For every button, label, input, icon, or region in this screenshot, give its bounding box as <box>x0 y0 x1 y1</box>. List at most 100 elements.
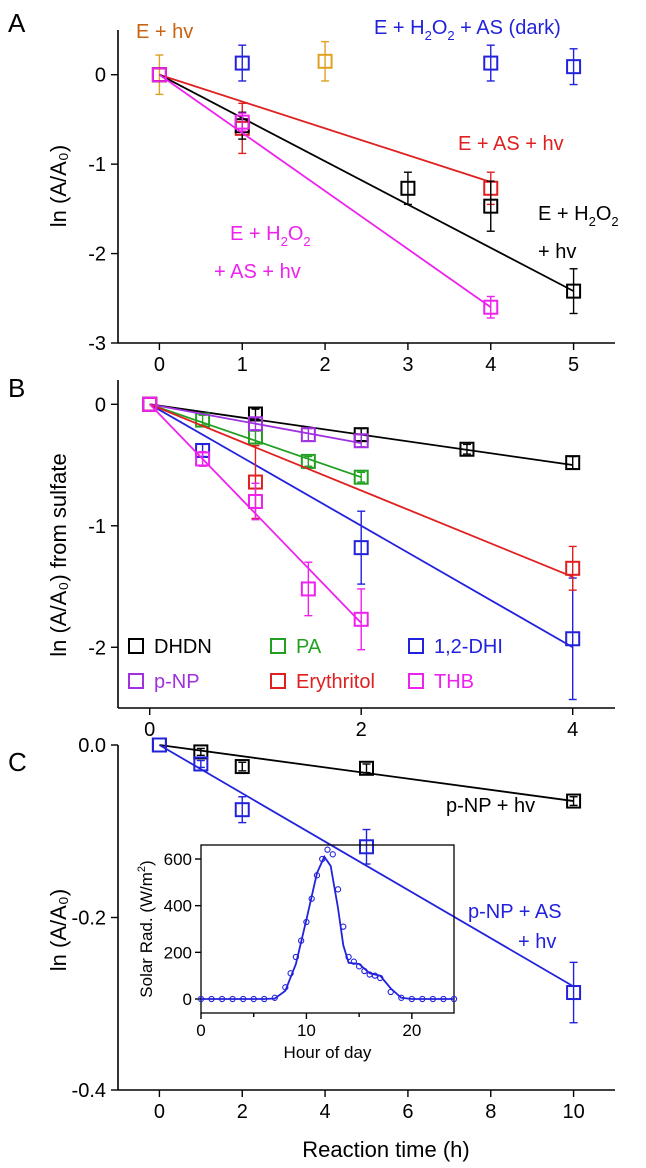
y-tick-label: -1 <box>88 516 106 538</box>
legend-item-thb: THB <box>408 671 474 693</box>
legend-label: 1,2-DHI <box>434 636 503 658</box>
inset-data-point <box>350 958 358 965</box>
data-point-marker <box>565 631 581 647</box>
inset-x-axis-label: Hour of day <box>284 1043 372 1062</box>
y-axis-label: ln (A/A₀) <box>46 889 71 971</box>
inset-data-point <box>334 886 342 893</box>
y-axis-label: ln (A/A₀) <box>46 145 71 227</box>
y-tick-label: 0 <box>95 65 106 87</box>
legend-marker <box>408 673 424 689</box>
inset-data-point <box>308 895 315 902</box>
data-point-marker <box>300 427 316 443</box>
data-point-marker <box>234 55 250 71</box>
data-point-marker <box>565 455 581 471</box>
legend-label: Erythritol <box>296 671 375 693</box>
inset-data-point <box>250 995 257 1003</box>
fit-line <box>158 73 575 292</box>
inset-data-point <box>324 846 331 853</box>
data-point-marker <box>353 469 369 485</box>
series-e-h-o-as-dark- <box>234 44 582 86</box>
y-tick-label: -3 <box>88 333 106 355</box>
panel-letter: C <box>8 747 27 777</box>
text-fragment: O <box>596 203 612 225</box>
x-tick-label: 2 <box>320 354 331 376</box>
text-fragment: O <box>288 223 304 245</box>
inset-data-point <box>371 972 379 979</box>
inset-data-point <box>398 994 405 1001</box>
legend-item-1-2-dhi: 1,2-DHI <box>408 636 503 658</box>
x-axis-label: Reaction time (h) <box>302 1137 470 1162</box>
panel-letter: A <box>8 8 26 38</box>
x-tick-label: 6 <box>402 1101 413 1123</box>
annotation-label: + hv <box>518 931 556 953</box>
text-fragment: 2 <box>589 214 596 229</box>
inset-y-tick-label: 200 <box>164 943 192 962</box>
data-point-marker <box>353 433 369 449</box>
inset-data-point <box>361 967 368 975</box>
x-tick-label: 0 <box>144 719 155 741</box>
text-fragment: Solar Rad. (W/m <box>137 872 156 998</box>
text-fragment: 2 <box>303 234 310 249</box>
text-fragment: 2 <box>136 866 148 872</box>
legend-label: PA <box>296 636 322 658</box>
x-tick-label: 4 <box>485 354 496 376</box>
data-point-marker <box>193 756 209 772</box>
annotation-label: E + H2O2 <box>538 203 619 229</box>
y-tick-label: -1 <box>88 154 106 176</box>
x-tick-label: 1 <box>237 354 248 376</box>
text-fragment: + AS (dark) <box>455 17 561 39</box>
data-point-marker <box>234 759 250 775</box>
text-fragment: E + H <box>230 223 281 245</box>
text-fragment: E + hv <box>136 21 193 43</box>
x-tick-label: 8 <box>485 1101 496 1123</box>
x-tick-label: 2 <box>356 719 367 741</box>
inset-y-axis-label: Solar Rad. (W/m2) <box>136 860 156 997</box>
data-point-marker <box>353 611 369 627</box>
y-tick-label: 0.0 <box>78 735 106 757</box>
legend: DHDN PA 1,2-DHI p-NP Erythritol THB <box>128 636 503 693</box>
inset-data-point <box>440 995 447 1003</box>
panel-c: C 0 2 4 6 8 10 0.0 -0.2 -0.4 ln (A/A₀) p-NP + hv p-N… <box>8 735 615 1123</box>
text-fragment: 2 <box>425 28 432 43</box>
text-fragment: E + AS + hv <box>458 133 564 155</box>
data-point-marker <box>195 451 211 467</box>
inset-data-point <box>282 984 289 991</box>
legend-item-erythritol: Erythritol <box>270 671 375 693</box>
data-point-marker <box>300 453 316 469</box>
inset-y-tick-label: 0 <box>183 990 192 1009</box>
inset-data-point <box>197 995 205 1003</box>
legend-marker <box>408 638 424 654</box>
legend-label: THB <box>434 671 474 693</box>
panel-letter: B <box>8 373 25 403</box>
inset-data-point <box>340 923 347 930</box>
inset-data-point <box>329 851 336 858</box>
y-axis-label: ln (A/A₀) from sulfate <box>46 453 71 657</box>
annotation-label: E + H2O2 + AS (dark) <box>374 17 561 43</box>
fit-line <box>158 744 575 988</box>
legend-marker <box>270 673 286 689</box>
inset-x-tick-label: 10 <box>297 1021 316 1040</box>
x-tick-label: 4 <box>320 1101 331 1123</box>
data-point-marker <box>483 55 499 71</box>
data-point-marker <box>247 493 263 509</box>
data-point-marker <box>483 299 499 315</box>
data-point-marker <box>247 416 263 432</box>
inset-data-point <box>408 995 415 1003</box>
data-point-marker <box>359 839 374 855</box>
data-point-marker <box>565 560 581 576</box>
inset-data-point <box>287 970 294 977</box>
inset-data-point <box>208 995 215 1003</box>
y-tick-label: -0.2 <box>72 908 106 930</box>
data-point-marker <box>353 540 369 556</box>
data-point-marker <box>234 114 250 130</box>
inset-data-point <box>292 953 300 961</box>
inset-y-tick-label: 600 <box>164 850 192 869</box>
y-tick-label: -2 <box>88 637 106 659</box>
fit-line <box>149 403 574 578</box>
x-tick-label: 2 <box>237 1101 248 1123</box>
data-point-marker <box>234 802 250 818</box>
inset-y-axis-label-group: Solar Rad. (W/m2) <box>136 860 156 997</box>
fit-line <box>158 73 492 308</box>
